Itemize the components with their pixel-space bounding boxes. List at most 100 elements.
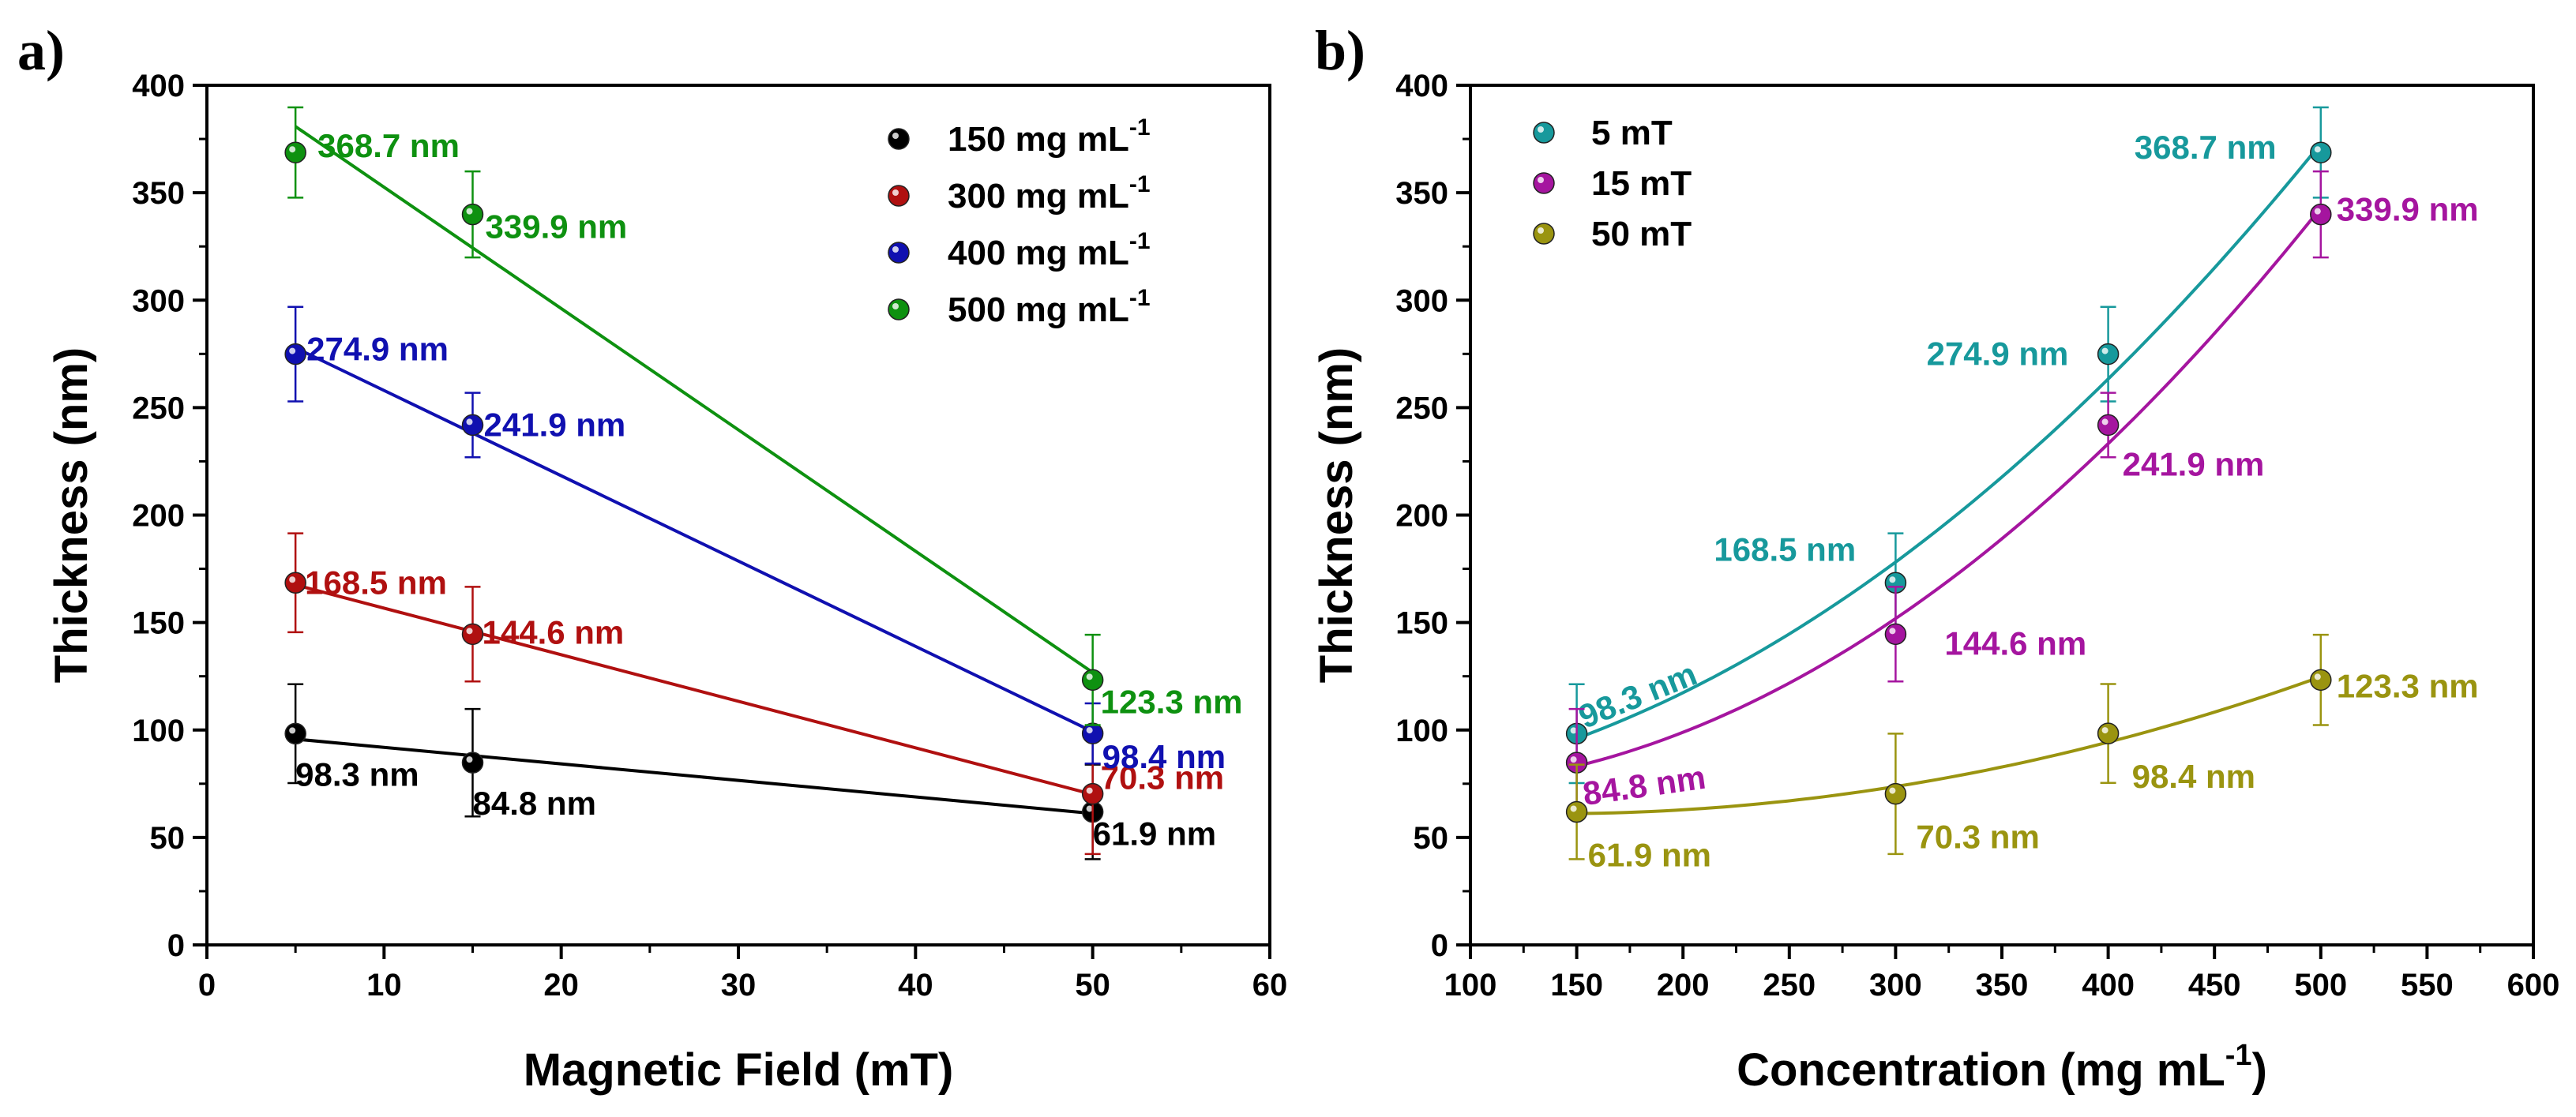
data-point-highlight [289, 576, 296, 583]
y-tick-label: 350 [132, 176, 185, 211]
data-point-highlight [466, 628, 473, 635]
fit-curve [1575, 142, 2323, 740]
x-axis-label-main: Concentration (mg mL [1737, 1044, 2225, 1096]
data-label: 61.9 nm [1093, 815, 1216, 852]
legend-marker [888, 128, 910, 150]
legend-marker-highlight [1538, 177, 1544, 183]
data-point [1565, 800, 1588, 823]
data-point-highlight [466, 418, 473, 425]
data-label: 274.9 nm [306, 331, 449, 368]
data-point [2310, 669, 2332, 692]
y-tick-label: 400 [132, 69, 185, 103]
data-point-highlight [2314, 146, 2321, 153]
y-axis-label: Thickness (nm) [46, 347, 97, 683]
data-label: 70.3 nm [1916, 819, 2039, 856]
legend-label-main: 300 mg mL [948, 177, 1129, 216]
x-tick-label: 50 [1075, 968, 1110, 1003]
data-point-highlight [2314, 673, 2321, 680]
data-label: 241.9 nm [484, 406, 626, 443]
data-point-highlight [289, 347, 296, 354]
data-point [1884, 623, 1907, 646]
legend-label-main: 15 mT [1591, 164, 1692, 203]
legend-label-main: 500 mg mL [948, 290, 1129, 329]
x-tick-label: 350 [1976, 968, 2029, 1003]
data-label: 168.5 nm [1714, 530, 1856, 568]
x-axis-label-main: Magnetic Field (mT) [524, 1044, 954, 1096]
data-point [461, 752, 484, 774]
panel-label: a) [17, 19, 65, 82]
legend-label-sup: -1 [1129, 285, 1151, 311]
data-point-highlight [2101, 347, 2108, 354]
data-label: 368.7 nm [317, 127, 460, 164]
data-label: 339.9 nm [486, 208, 628, 246]
legend-marker-highlight [1538, 126, 1544, 133]
data-point [1884, 782, 1907, 805]
legend-marker [888, 185, 910, 207]
data-label: 144.6 nm [1944, 624, 2086, 662]
x-tick-label: 20 [543, 968, 579, 1003]
data-label: 368.7 nm [2135, 129, 2277, 166]
data-point [1081, 722, 1104, 744]
fit-line [295, 737, 1093, 815]
legend-label-sup: -1 [1129, 228, 1151, 254]
data-label: 98.3 nm [1573, 655, 1702, 736]
data-point-highlight [1086, 805, 1093, 812]
series-3: 274.9 nm 241.9 nm 98.4 nm 400 mg mL-1 [284, 228, 1226, 775]
chart-panel-a: a) 0 10 20 30 40 50 60 0 50 100 150 200 250 300 350 400 T… [17, 19, 1287, 1096]
data-label: 123.3 nm [2337, 667, 2479, 704]
data-point [2097, 343, 2120, 365]
y-tick-label: 50 [150, 821, 186, 856]
y-axis-label: Thickness (nm) [1311, 347, 1362, 683]
x-tick-label: 150 [1550, 968, 1603, 1003]
data-point-highlight [466, 756, 473, 763]
data-point [2310, 203, 2332, 226]
x-tick-label: 300 [1869, 968, 1922, 1003]
x-tick-label: 400 [2082, 968, 2135, 1003]
data-label: 241.9 nm [2123, 445, 2265, 482]
data-label: 339.9 nm [2337, 191, 2479, 228]
fit-line [295, 583, 1094, 797]
x-tick-label: 100 [1444, 968, 1497, 1003]
data-label: 144.6 nm [483, 613, 625, 650]
legend-label: 500 mg mL-1 [948, 285, 1151, 329]
data-point [284, 343, 306, 365]
legend-label-main: 150 mg mL [948, 120, 1129, 159]
data-point [284, 722, 306, 745]
data-point-highlight [2101, 418, 2108, 425]
fit-line [295, 125, 1094, 674]
x-axis-label: Magnetic Field (mT) [524, 1044, 954, 1096]
legend-label: 400 mg mL-1 [948, 228, 1151, 272]
data-point [2310, 141, 2332, 163]
data-label: 84.8 nm [1580, 759, 1707, 812]
legend-label-main: 400 mg mL [948, 234, 1129, 272]
data-label: 98.4 nm [2132, 758, 2255, 795]
data-label: 70.3 nm [1101, 759, 1224, 797]
data-label: 123.3 nm [1101, 683, 1243, 720]
legend-label: 300 mg mL-1 [948, 171, 1151, 216]
data-point [461, 203, 484, 226]
data-label: 98.4 nm [1102, 738, 1226, 775]
panel-label: b) [1315, 19, 1365, 82]
data-point-highlight [289, 146, 296, 153]
legend-marker [1533, 172, 1555, 194]
x-axis-label-end: ) [2252, 1044, 2267, 1096]
legend-marker-highlight [892, 246, 899, 253]
x-tick-label: 30 [721, 968, 757, 1003]
data-point-highlight [1570, 805, 1577, 812]
legend-label-main: 5 mT [1591, 114, 1673, 152]
data-point-highlight [1086, 787, 1093, 794]
y-tick-label: 150 [1395, 606, 1448, 641]
y-tick-label: 150 [132, 606, 185, 641]
x-tick-label: 60 [1252, 968, 1288, 1003]
legend-marker [1533, 223, 1555, 245]
data-point-highlight [466, 208, 473, 215]
legend-marker-highlight [892, 189, 899, 196]
y-tick-label: 200 [132, 499, 185, 534]
data-label: 274.9 nm [1927, 335, 2069, 373]
x-axis-label-sup: -1 [2225, 1039, 2252, 1072]
fit-curve [1576, 206, 2323, 768]
data-label: 84.8 nm [473, 785, 596, 822]
y-tick-label: 200 [1395, 499, 1448, 534]
